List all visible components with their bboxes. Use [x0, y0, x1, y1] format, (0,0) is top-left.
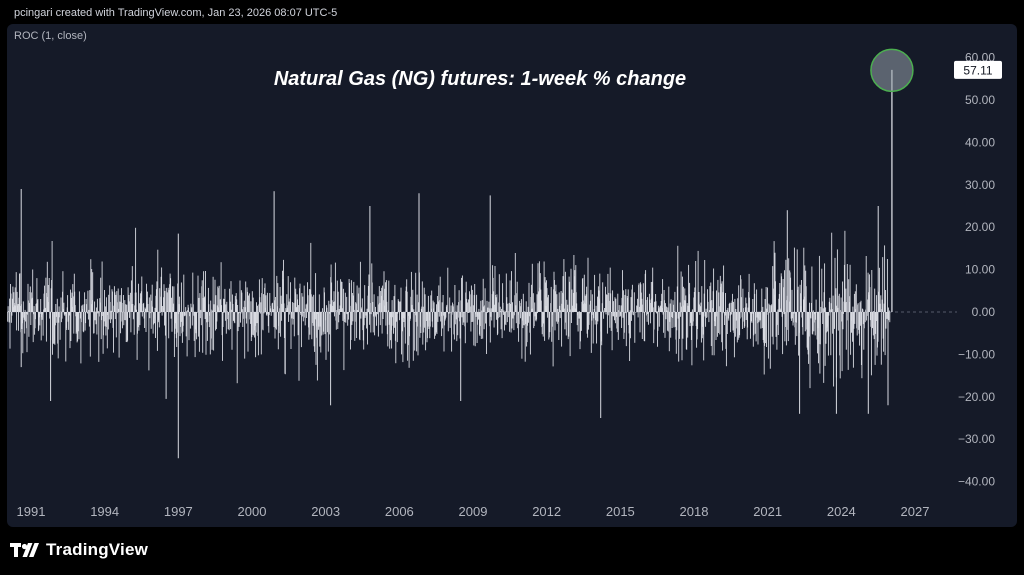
x-tick-label: 2015 [606, 504, 635, 519]
y-tick-label: 10.00 [965, 263, 995, 277]
chart-title: Natural Gas (NG) futures: 1-week % chang… [274, 68, 686, 90]
y-tick-label: −20.00 [958, 390, 995, 404]
x-tick-label: 2012 [532, 504, 561, 519]
y-tick-label: −30.00 [958, 432, 995, 446]
x-tick-label: 2024 [827, 504, 856, 519]
y-tick-label: 0.00 [972, 305, 996, 319]
y-tick-label: 40.00 [965, 135, 995, 149]
highlight-circle [870, 48, 914, 93]
last-value-label: 57.11 [963, 63, 992, 77]
tradingview-logo-icon [10, 542, 39, 557]
tradingview-logo[interactable]: TradingView [10, 540, 148, 560]
brand-name: TradingView [46, 540, 149, 559]
x-tick-label: 2021 [753, 504, 782, 519]
y-tick-label: −40.00 [958, 475, 995, 489]
x-tick-label: 1997 [164, 504, 193, 519]
x-tick-label: 1994 [90, 504, 119, 519]
x-tick-label: 2006 [385, 504, 414, 519]
y-tick-label: 50.00 [965, 93, 995, 107]
y-tick-label: 30.00 [965, 178, 995, 192]
indicator-label[interactable]: ROC (1, close) [14, 30, 87, 42]
x-tick-label: 2009 [459, 504, 488, 519]
x-tick-label: 2027 [901, 504, 930, 519]
chart-attribution: pcingari created with TradingView.com, J… [14, 7, 338, 19]
x-tick-label: 2018 [680, 504, 709, 519]
x-tick-label: 2003 [311, 504, 340, 519]
y-tick-label: −10.00 [958, 347, 995, 361]
y-tick-label: 20.00 [965, 220, 995, 234]
x-tick-label: 1991 [17, 504, 46, 519]
last-value-badge [954, 60, 1002, 79]
x-tick-label: 2000 [238, 504, 267, 519]
roc-chart: Natural Gas (NG) futures: 1-week % chang… [7, 48, 1002, 519]
chart-panel: ROC (1, close) Natural Gas (NG) futures:… [7, 24, 1017, 527]
